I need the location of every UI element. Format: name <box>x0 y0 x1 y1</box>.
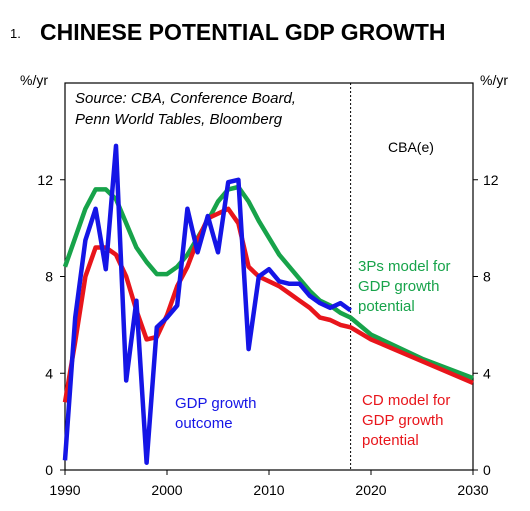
source-line-2: Penn World Tables, Bloomberg <box>75 111 283 128</box>
y-tick-label-left: 4 <box>45 365 53 381</box>
series-3ps-model-label: 3Ps model for GDP growth potential <box>358 258 451 315</box>
series-layer <box>62 143 474 465</box>
y-tick-label-left: 12 <box>37 172 53 188</box>
y-tick-label-right: 8 <box>483 269 491 285</box>
x-tick-label: 2010 <box>253 482 284 498</box>
title-number: 1. <box>10 26 21 41</box>
y-axis-right-label: %/yr <box>480 72 508 88</box>
label-cd-line-1: CD model for <box>362 392 450 409</box>
forecast-label: CBA(e) <box>388 139 434 155</box>
axis-tick-labels: 0 0 4 4 8 8 12 12 1990 2000 2010 2020 2030 <box>37 172 498 498</box>
y-tick-label-right: 4 <box>483 365 491 381</box>
series-gdp-growth-line <box>62 143 352 465</box>
series-gdp-growth-label: GDP growth outcome <box>175 395 256 432</box>
label-gdp-line-2: outcome <box>175 415 233 432</box>
y-tick-label-right: 12 <box>483 172 499 188</box>
label-gdp-line-1: GDP growth <box>175 395 256 412</box>
y-tick-label-left: 8 <box>45 269 53 285</box>
label-cd-line-3: potential <box>362 432 419 449</box>
label-3ps-line-2: GDP growth <box>358 278 439 295</box>
y-tick-label-left: 0 <box>45 462 53 478</box>
label-3ps-line-3: potential <box>358 298 415 315</box>
y-axis-left-label: %/yr <box>20 72 48 88</box>
chart-title: CHINESE POTENTIAL GDP GROWTH <box>40 19 446 45</box>
x-tick-label: 2000 <box>151 482 182 498</box>
label-3ps-line-1: 3Ps model for <box>358 258 451 275</box>
label-cd-line-2: GDP growth <box>362 412 443 429</box>
y-tick-label-right: 0 <box>483 462 491 478</box>
x-tick-label: 2030 <box>457 482 488 498</box>
x-tick-label: 1990 <box>49 482 80 498</box>
series-cd-model-label: CD model for GDP growth potential <box>362 392 450 449</box>
axis-ticks <box>60 179 478 475</box>
source-line-1: Source: CBA, Conference Board, <box>75 90 296 107</box>
x-tick-label: 2020 <box>355 482 386 498</box>
